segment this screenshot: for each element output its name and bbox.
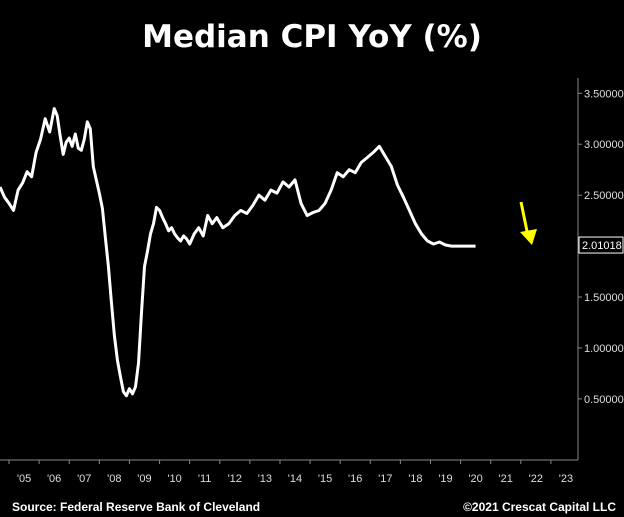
x-tick-label: '09 [137, 473, 151, 485]
x-tick-label: '19 [438, 473, 452, 485]
y-tick-label: 2.50000 [584, 190, 624, 202]
y-tick-label: 3.50000 [584, 88, 624, 100]
x-tick-label: '10 [167, 473, 181, 485]
copyright-footer: ©2021 Crescat Capital LLC [463, 500, 616, 514]
series-line-median-cpi [0, 107, 476, 398]
last-value-label: 2.01018 [578, 236, 624, 254]
x-tick-label: '22 [529, 473, 543, 485]
x-tick-label: '16 [348, 473, 362, 485]
x-ticks: '05 '06 '07 '08 '09 '10 '11 '12 '13 '14 '15 '16 '17 '… [8, 460, 573, 485]
x-tick-label: '15 [318, 473, 332, 485]
down-arrow-head [520, 229, 537, 245]
x-tick-label: '17 [378, 473, 392, 485]
y-tick-label: 0.50000 [584, 394, 624, 406]
down-arrow-icon [519, 201, 537, 245]
plot-area: 3.500003.000002.500002.000001.500001.000… [0, 78, 624, 485]
x-tick-label: '06 [47, 473, 61, 485]
last-value-text: 2.01018 [582, 240, 622, 252]
x-tick-label: '08 [107, 473, 121, 485]
chart-title: Median CPI YoY (%) [142, 19, 482, 55]
down-arrow-shaft [519, 201, 530, 237]
y-tick-label: 1.50000 [584, 292, 624, 304]
x-tick-label: '18 [408, 473, 422, 485]
y-tick-label: 3.00000 [584, 139, 624, 151]
x-tick-label: '20 [468, 473, 482, 485]
x-tick-label: '05 [17, 473, 31, 485]
x-tick-label: '21 [499, 473, 513, 485]
x-tick-label: '14 [288, 473, 302, 485]
x-tick-label: '13 [258, 473, 272, 485]
x-tick-label: '11 [198, 473, 212, 485]
y-tick-label: 1.00000 [584, 343, 624, 355]
x-tick-label: '12 [228, 473, 242, 485]
last-value-box [578, 236, 624, 254]
source-footer: Source: Federal Reserve Bank of Clevelan… [12, 500, 260, 514]
x-tick-label: '23 [559, 473, 573, 485]
x-tick-label: '07 [77, 473, 91, 485]
